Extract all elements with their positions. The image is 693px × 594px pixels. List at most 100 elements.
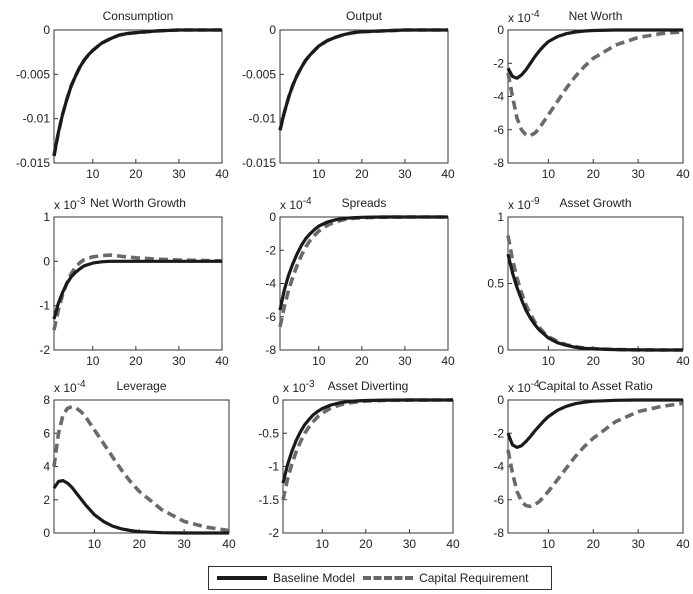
y-tick-label: -2 bbox=[493, 426, 504, 440]
panel-title: Spreads bbox=[342, 196, 387, 210]
x-tick-label: 20 bbox=[129, 354, 143, 368]
y-tick-label: -6 bbox=[493, 123, 504, 137]
panel-title: Net Worth Growth bbox=[90, 196, 186, 210]
plot-area bbox=[53, 216, 223, 351]
y-exponent-label: x 10-4 bbox=[508, 379, 540, 395]
series-line-baseline bbox=[278, 215, 448, 311]
series-line-baseline bbox=[52, 28, 222, 157]
y-tick-label: 0 bbox=[497, 393, 504, 407]
y-tick-label: 1 bbox=[43, 210, 50, 224]
x-tick-label: 10 bbox=[542, 167, 556, 181]
series-line-baseline bbox=[506, 253, 683, 352]
y-tick-label: 0 bbox=[269, 23, 276, 37]
x-tick-label: 20 bbox=[587, 354, 601, 368]
x-tick-label: 30 bbox=[172, 354, 186, 368]
y-exponent-label: x 10-4 bbox=[508, 9, 540, 25]
y-exponent-label: x 10-3 bbox=[283, 379, 315, 395]
y-tick-label: 0 bbox=[497, 343, 504, 357]
legend-label-baseline: Baseline Model bbox=[273, 571, 356, 585]
y-tick-label: 0 bbox=[43, 254, 50, 268]
y-tick-label: -0.005 bbox=[242, 67, 276, 81]
x-tick-label: 10 bbox=[86, 167, 100, 181]
panel-6: 10 20 30 40 1 0.5 0 Asset Growth x 10-9 bbox=[487, 196, 690, 368]
x-tick-label: 10 bbox=[542, 354, 556, 368]
x-tick-label: 40 bbox=[441, 167, 455, 181]
y-tick-label: -2 bbox=[39, 343, 50, 357]
legend-swatch-dashed bbox=[363, 576, 414, 580]
y-exponent-label: x 10-9 bbox=[508, 196, 540, 212]
series-line-baseline bbox=[52, 479, 229, 535]
y-tick-label: 0 bbox=[497, 23, 504, 37]
x-tick-label: 30 bbox=[403, 537, 417, 551]
legend: Baseline Model Capital Requirement bbox=[208, 566, 552, 590]
y-tick-label: -2 bbox=[268, 526, 279, 540]
x-tick-label: 20 bbox=[587, 167, 601, 181]
y-tick-label: 0.5 bbox=[487, 277, 504, 291]
x-tick-label: 10 bbox=[312, 167, 326, 181]
y-tick-label: -0.01 bbox=[249, 112, 277, 126]
plot-area bbox=[282, 399, 454, 534]
y-tick-label: 0 bbox=[43, 526, 50, 540]
y-tick-label: -4 bbox=[493, 90, 504, 104]
x-tick-label: 40 bbox=[215, 354, 229, 368]
y-tick-label: 8 bbox=[43, 393, 50, 407]
panel-title: Capital to Asset Ratio bbox=[538, 379, 653, 393]
y-tick-label: 2 bbox=[43, 493, 50, 507]
y-tick-label: -1.5 bbox=[258, 493, 279, 507]
panel-title: Output bbox=[346, 9, 383, 23]
x-tick-label: 30 bbox=[172, 167, 186, 181]
x-tick-label: 30 bbox=[398, 354, 412, 368]
y-tick-label: -0.015 bbox=[16, 156, 50, 170]
y-tick-label: -0.005 bbox=[16, 67, 50, 81]
panel-title: Net Worth bbox=[569, 9, 623, 23]
y-tick-label: -8 bbox=[493, 526, 504, 540]
y-tick-label: 0 bbox=[43, 23, 50, 37]
panel-5: 10 20 30 40 0 -2 -4 -6 -8 Spreads x 10-4 bbox=[265, 196, 455, 368]
y-tick-label: -8 bbox=[493, 156, 504, 170]
series-line-baseline bbox=[506, 28, 683, 80]
panel-1: 10 20 30 40 0 -0.005 -0.01 -0.015 Consumption bbox=[16, 9, 229, 181]
x-tick-label: 30 bbox=[398, 167, 412, 181]
y-tick-label: 6 bbox=[43, 426, 50, 440]
y-tick-label: -6 bbox=[265, 310, 276, 324]
x-tick-label: 20 bbox=[355, 167, 369, 181]
panel-2: 10 20 30 40 0 -0.005 -0.01 -0.015 Output bbox=[242, 9, 455, 181]
series-line-baseline bbox=[281, 398, 453, 484]
x-tick-label: 20 bbox=[359, 537, 373, 551]
y-tick-label: 4 bbox=[43, 460, 50, 474]
plot-area bbox=[279, 29, 449, 164]
y-tick-label: 1 bbox=[497, 210, 504, 224]
series-line-baseline bbox=[52, 259, 222, 320]
x-tick-label: 30 bbox=[177, 537, 191, 551]
series-line-capital-requirement bbox=[506, 235, 683, 352]
y-tick-label: -2 bbox=[493, 56, 504, 70]
x-tick-label: 10 bbox=[88, 537, 102, 551]
y-tick-label: -8 bbox=[265, 343, 276, 357]
y-tick-label: 0 bbox=[269, 210, 276, 224]
legend-label-capital-requirement: Capital Requirement bbox=[419, 571, 529, 585]
x-tick-label: 40 bbox=[222, 537, 236, 551]
panel-9: 10 20 30 40 0 -2 -4 -6 -8 Capital to Asset Ratiox… bbox=[493, 379, 690, 551]
x-tick-label: 40 bbox=[676, 537, 690, 551]
y-tick-label: -0.01 bbox=[23, 112, 51, 126]
panel-title: Asset Diverting bbox=[328, 379, 409, 393]
series-line-capital-requirement bbox=[506, 401, 684, 509]
series-line-capital-requirement bbox=[281, 398, 453, 501]
legend-item-baseline: Baseline Model bbox=[217, 571, 355, 585]
y-tick-label: -2 bbox=[265, 243, 276, 257]
plot-area bbox=[53, 29, 223, 164]
plot-area bbox=[279, 216, 449, 351]
x-tick-label: 20 bbox=[133, 537, 147, 551]
y-tick-label: -0.5 bbox=[258, 426, 279, 440]
y-exponent-label: x 10-4 bbox=[54, 379, 86, 395]
y-tick-label: -1 bbox=[39, 299, 50, 313]
panel-3: 10 20 30 40 0 -2 -4 -6 -8 Net Worth x 10-4 bbox=[493, 9, 690, 181]
series-line-capital-requirement bbox=[506, 29, 684, 138]
x-tick-label: 20 bbox=[129, 167, 143, 181]
panel-8: 10 20 30 40 0 -0.5 -1 -1.5 -2 Asset Diverting x 10… bbox=[258, 379, 460, 551]
y-tick-label: -4 bbox=[265, 277, 276, 291]
x-tick-label: 30 bbox=[631, 537, 645, 551]
panel-title: Consumption bbox=[103, 9, 174, 23]
